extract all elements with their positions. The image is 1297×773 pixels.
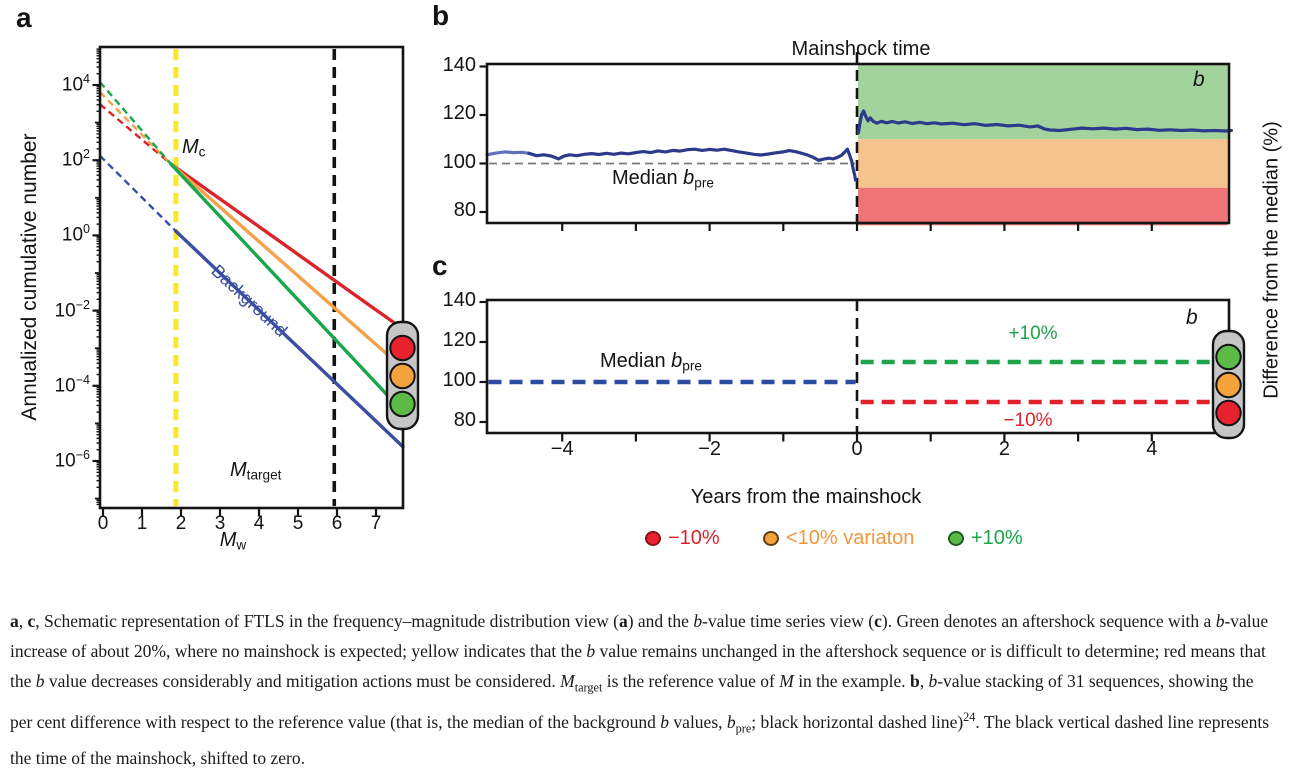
caption-segment: b	[1215, 610, 1225, 631]
stacked-b-pre-light	[485, 150, 531, 157]
traffic-light-a-green-lamp	[389, 390, 416, 418]
panel-b-mid-band	[858, 139, 1228, 188]
figure-canvas	[92, 45, 1246, 517]
caption-segment: c	[874, 610, 882, 631]
background-line-solid	[174, 229, 405, 449]
caption-segment: ,	[919, 670, 929, 691]
caption-segment: value decreases considerably and mitigat…	[44, 670, 561, 691]
caption-segment: value remains unchanged in the aftershoc…	[10, 640, 1266, 691]
caption-segment: values,	[669, 711, 727, 732]
caption-segment: -value increase of about 20%, where no m…	[10, 610, 1269, 661]
figure: a b c Annualized cumulative number Mw Mc…	[16, 0, 1283, 552]
caption-segment: b	[586, 640, 596, 661]
orange-aftershock-line-dashed	[99, 91, 172, 165]
green-aftershock-line-dashed	[98, 81, 172, 165]
caption-segment: M	[560, 670, 575, 691]
caption-segment: b	[726, 711, 736, 732]
figure-caption: a, c, Schematic representation of FTLS i…	[10, 606, 1279, 773]
caption-segment: a	[10, 610, 19, 631]
panel-b-minus-band	[858, 187, 1228, 226]
caption-segment: b	[693, 610, 703, 631]
caption-segment: b	[35, 670, 45, 691]
caption-segment: ; black horizontal dashed line)	[751, 711, 964, 732]
panel-a-frame	[98, 45, 405, 510]
red-aftershock-line-dashed	[99, 103, 172, 165]
caption-segment: pre	[735, 721, 752, 736]
green-aftershock-line-solid	[169, 162, 405, 414]
caption-segment: , Schematic representation of FTLS in th…	[35, 610, 619, 631]
caption-segment: 24	[963, 710, 976, 724]
caption-segment: b	[928, 670, 938, 691]
caption-segment: . The black vertical dashed line represe…	[10, 711, 1270, 769]
stacked-b-pre	[527, 147, 858, 182]
caption-segment: target	[574, 680, 603, 694]
caption-segment: M	[779, 670, 794, 691]
caption-segment: a	[618, 610, 628, 631]
traffic-light-c-orange-lamp	[1215, 371, 1242, 399]
stacked-b-post	[856, 109, 1234, 135]
traffic-light-c-red-lamp	[1215, 399, 1242, 427]
orange-aftershock-line-solid	[169, 162, 405, 370]
caption-segment: b	[909, 670, 920, 691]
red-aftershock-line-solid	[169, 162, 405, 331]
caption-segment: in the example.	[793, 670, 910, 691]
background-line-dashed	[99, 154, 177, 233]
caption-segment: ) and the	[627, 610, 694, 631]
caption-segment: b	[660, 711, 670, 732]
caption-segment: ,	[18, 610, 28, 631]
traffic-light-a-orange-lamp	[389, 362, 416, 390]
caption-segment: -value stacking of 31 sequences, showing…	[10, 670, 1254, 732]
caption-segment: ). Green denotes an aftershock sequence …	[881, 610, 1216, 631]
caption-segment: c	[27, 610, 36, 631]
traffic-light-c-green-lamp	[1215, 343, 1242, 371]
caption-segment: -value time series view (	[702, 610, 875, 631]
caption-segment: is the reference value of	[602, 670, 780, 691]
traffic-light-a-red-lamp	[389, 334, 416, 362]
